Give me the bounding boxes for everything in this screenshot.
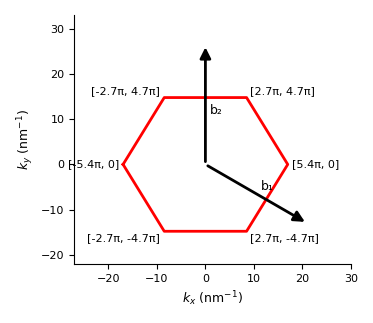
Text: [2.7π, -4.7π]: [2.7π, -4.7π] bbox=[250, 233, 319, 243]
X-axis label: $k_x$ (nm$^{-1}$): $k_x$ (nm$^{-1}$) bbox=[182, 289, 243, 308]
Text: b₂: b₂ bbox=[210, 104, 223, 117]
Text: [5.4π, 0]: [5.4π, 0] bbox=[292, 160, 339, 169]
Text: [-2.7π, 4.7π]: [-2.7π, 4.7π] bbox=[91, 86, 160, 96]
Text: b₁: b₁ bbox=[261, 180, 274, 193]
Text: [-2.7π, -4.7π]: [-2.7π, -4.7π] bbox=[88, 233, 160, 243]
Text: [-5.4π, 0]: [-5.4π, 0] bbox=[68, 160, 119, 169]
Y-axis label: $k_y$ (nm$^{-1}$): $k_y$ (nm$^{-1}$) bbox=[15, 109, 35, 170]
Text: [2.7π, 4.7π]: [2.7π, 4.7π] bbox=[250, 86, 315, 96]
